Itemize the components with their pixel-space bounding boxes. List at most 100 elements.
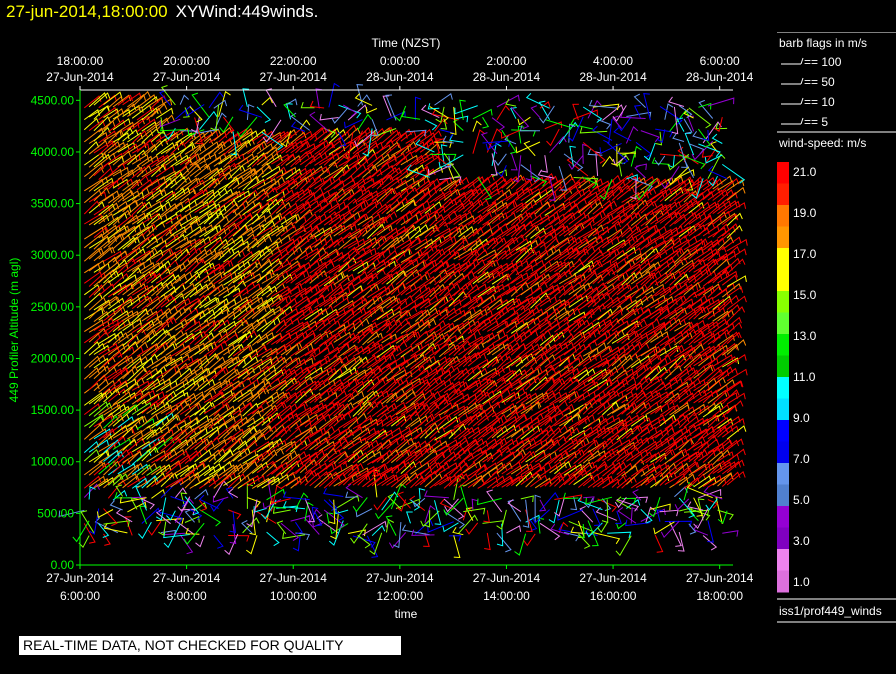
wind-barb (496, 104, 510, 121)
wind-barb (98, 213, 115, 225)
wind-barb (381, 155, 397, 168)
wind-barb (295, 453, 312, 464)
wind-barb (323, 213, 342, 226)
wind-barb (506, 174, 524, 190)
wind-barb (510, 448, 526, 462)
wind-barb (602, 426, 620, 439)
wind-barb (299, 353, 316, 367)
wind-barb (458, 452, 474, 465)
wind-barb (443, 475, 461, 489)
wind-barb (491, 343, 510, 356)
wind-barb (333, 367, 352, 381)
wind-barb (266, 212, 283, 224)
wind-barb (717, 392, 738, 405)
legend-panel: barb flags in m/s == 100 == 50 == 10 == 5 w… (777, 31, 896, 624)
wind-barb (501, 370, 518, 382)
wind-barb (582, 176, 598, 189)
footer-id: iss1/prof449_winds (779, 604, 882, 618)
wind-barb (539, 522, 561, 541)
wind-barb (371, 463, 388, 477)
wind-barb (712, 258, 730, 273)
wind-barb (256, 449, 273, 464)
wind-barb (669, 294, 687, 309)
wind-barb (477, 201, 498, 214)
colorbar-label: 21.0 (793, 165, 817, 179)
wind-barb (328, 201, 347, 214)
wind-barb (318, 415, 339, 430)
wind-barb (280, 272, 298, 286)
wind-barb (621, 382, 638, 393)
wind-barb (429, 451, 445, 465)
wind-barb (496, 261, 515, 275)
wind-barb (184, 330, 203, 343)
wind-barb (352, 223, 372, 240)
wind-barb (141, 446, 159, 462)
wind-barb (721, 274, 738, 286)
wind-barb (314, 472, 334, 489)
wind-barb (165, 201, 184, 215)
y-tick-label: 0.00 (51, 558, 75, 572)
wind-barb (323, 487, 344, 497)
wind-barb (424, 284, 442, 299)
wind-barb (674, 353, 692, 369)
wind-barb (453, 535, 461, 559)
wind-barb (117, 257, 136, 274)
wind-barb (606, 470, 627, 486)
wind-barb (683, 461, 700, 474)
wind-barb (573, 189, 592, 203)
wind-barb (309, 437, 329, 451)
wind-barb (434, 475, 452, 487)
wind-barb (506, 304, 526, 321)
wind-barb (534, 452, 552, 463)
wind-barb (381, 344, 399, 358)
wind-barb (525, 225, 541, 238)
wind-barb (251, 424, 272, 438)
wind-barb (362, 165, 378, 178)
wind-barb (285, 213, 301, 226)
wind-barb (611, 369, 628, 382)
wind-barb (381, 415, 400, 427)
wind-barb (103, 108, 119, 119)
wind-barb (443, 282, 461, 297)
wind-barb (563, 222, 583, 237)
wind-barb (371, 341, 392, 357)
wind-barb (357, 247, 377, 260)
wind-barb (208, 167, 225, 180)
wind-barb (544, 378, 563, 394)
wind-barb (236, 116, 258, 138)
wind-barb (621, 271, 638, 286)
wind-barb (510, 369, 528, 381)
wind-barb (155, 226, 172, 238)
wind-barb (314, 305, 334, 320)
wind-barb (462, 328, 481, 345)
wind-barb (295, 368, 312, 382)
wind-barb (578, 175, 597, 189)
wind-barb (371, 524, 386, 537)
wind-barb (429, 106, 449, 122)
wind-barb (664, 103, 674, 120)
wind-barb (280, 260, 300, 274)
wind-barb (223, 116, 235, 133)
wind-barb (256, 165, 273, 179)
wind-barb (419, 449, 438, 464)
wind-barb (515, 212, 533, 226)
colorbar-segment (777, 334, 789, 356)
wind-barb (242, 143, 262, 156)
wind-barb (88, 401, 109, 417)
wind-barb (319, 113, 339, 121)
wind-barb (381, 438, 399, 451)
wind-barb (459, 484, 469, 512)
wind-barb (213, 238, 229, 251)
wind-barb (616, 476, 633, 489)
wind-barb (179, 247, 198, 262)
wind-barb (722, 530, 739, 537)
wind-barb (621, 465, 638, 477)
wind-barb (491, 273, 509, 285)
wind-barb (117, 427, 135, 441)
wind-barb (453, 320, 471, 333)
wind-barb (371, 296, 392, 310)
wind-barb (184, 144, 202, 155)
wind-barb (510, 247, 530, 263)
wind-barb (304, 437, 322, 451)
wind-barb (251, 140, 268, 154)
